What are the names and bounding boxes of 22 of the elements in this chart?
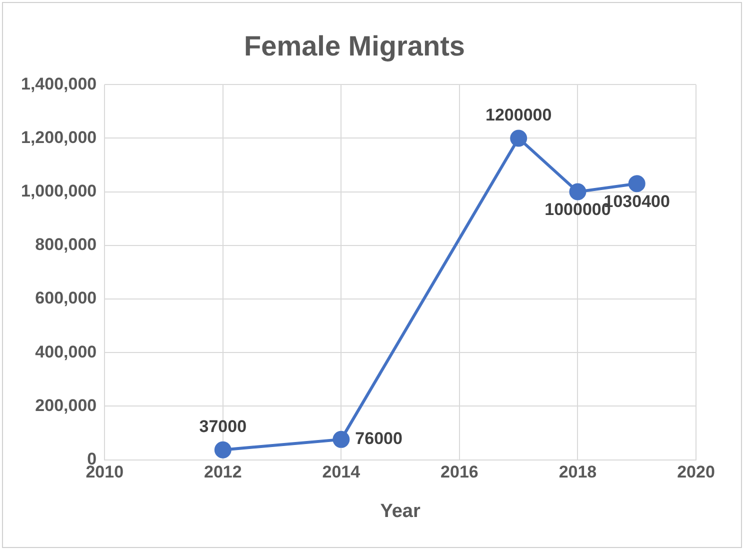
- x-tick-label: 2016: [440, 462, 478, 482]
- point: [569, 183, 586, 200]
- x-tick-label: 2014: [322, 462, 361, 482]
- point: [214, 441, 232, 458]
- data-label: 1200000: [485, 105, 552, 124]
- x-tick-label: 2018: [558, 462, 597, 482]
- y-tick-label: 400,000: [35, 342, 97, 362]
- y-tick-label: 1,200,000: [20, 128, 97, 147]
- point: [628, 175, 646, 192]
- y-tick-label: 1,000,000: [20, 181, 97, 200]
- data-label: 76000: [355, 429, 402, 448]
- y-tick-label: 1,400,000: [20, 74, 97, 94]
- y-tick-label: 800,000: [35, 235, 97, 254]
- data-label: 37000: [199, 417, 247, 436]
- x-tick-label: 2012: [204, 462, 242, 482]
- y-tick-label: 200,000: [35, 396, 97, 415]
- x-axis-title: Year: [380, 500, 421, 522]
- point: [510, 130, 528, 147]
- chart-title: Female Migrants: [244, 30, 465, 62]
- point: [332, 430, 350, 448]
- y-tick-label: 600,000: [35, 288, 97, 308]
- x-tick-label: 2020: [677, 462, 715, 482]
